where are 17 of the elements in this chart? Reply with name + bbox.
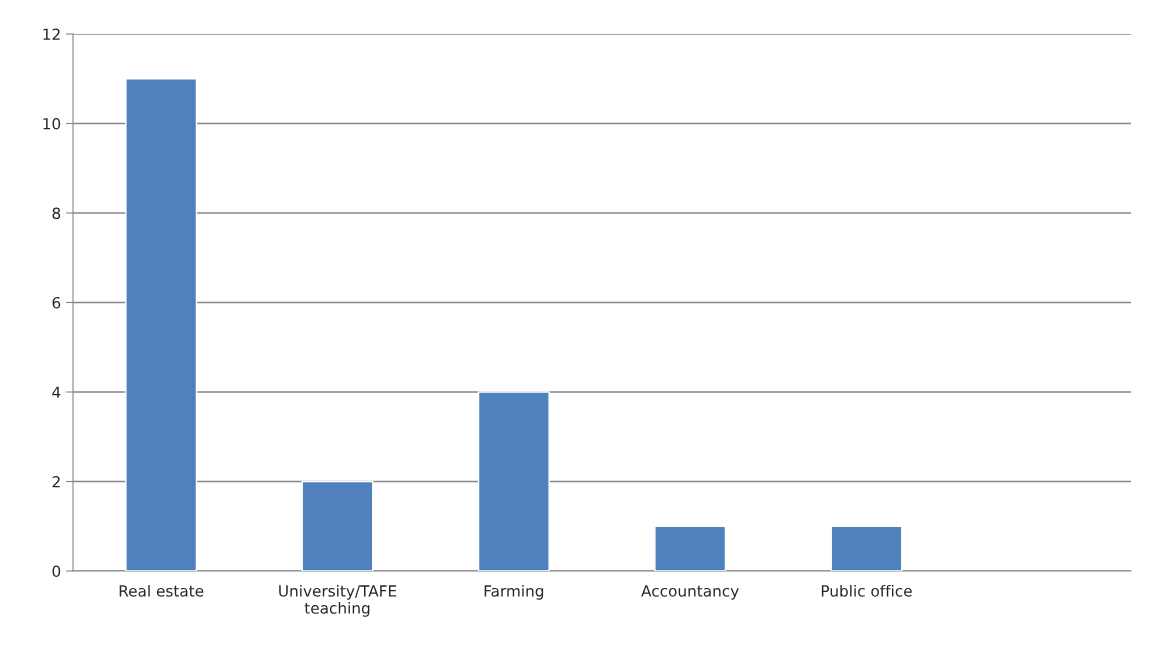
bar <box>125 78 198 571</box>
x-tick-label: Accountancy <box>641 585 739 600</box>
bar <box>477 391 550 571</box>
x-tick-label: Farming <box>484 584 544 600</box>
x-tick-label: Public office <box>821 584 912 597</box>
bar <box>654 525 727 571</box>
y-tick-label: 10 <box>43 117 61 130</box>
y-tick-label: 4 <box>52 386 61 398</box>
y-tick-label: 0 <box>52 565 61 578</box>
y-tick-label: 2 <box>52 475 60 488</box>
bar <box>301 480 374 571</box>
y-tick-label: 6 <box>52 296 61 309</box>
y-tick-label: 8 <box>52 207 61 220</box>
x-tick-label: Real estate <box>119 584 204 597</box>
y-tick-label: 12 <box>43 28 60 40</box>
bar <box>830 525 903 571</box>
x-tick-label: University/TAFE teaching <box>279 584 397 617</box>
